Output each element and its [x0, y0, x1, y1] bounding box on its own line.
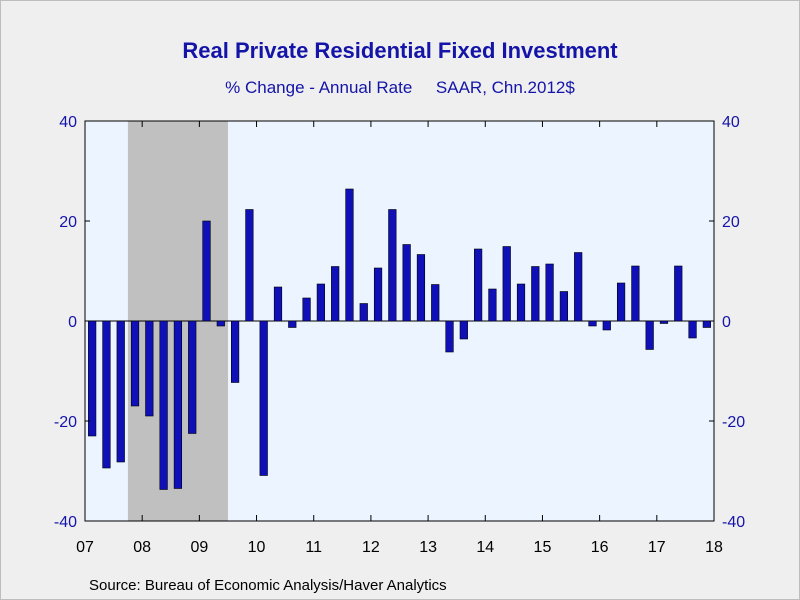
- y-tick-label-right: 20: [722, 214, 740, 231]
- bar: [331, 266, 340, 322]
- x-tick-label: 10: [248, 539, 266, 556]
- bar: [259, 320, 268, 476]
- bar: [645, 320, 654, 350]
- bar: [659, 320, 669, 324]
- bar: [588, 320, 597, 327]
- bar: [388, 209, 397, 322]
- y-tick-label-left: 20: [59, 214, 77, 231]
- bar: [402, 244, 411, 322]
- bar: [602, 320, 611, 331]
- bar: [345, 188, 354, 322]
- x-tick-label: 09: [190, 539, 208, 556]
- bar: [359, 303, 368, 322]
- bar: [559, 291, 568, 322]
- y-tick-label-left: -40: [54, 514, 77, 531]
- x-tick-label: 16: [591, 539, 609, 556]
- bar: [173, 320, 183, 489]
- bar: [616, 282, 626, 322]
- bar: [516, 283, 526, 322]
- bar: [188, 320, 197, 434]
- x-tick-label: 14: [476, 539, 494, 556]
- bar: [702, 320, 711, 328]
- x-tick-label: 11: [305, 539, 322, 556]
- bar: [545, 263, 554, 322]
- bar: [445, 320, 454, 353]
- y-tick-label-left: 0: [68, 314, 77, 331]
- x-tick-label: 15: [534, 539, 552, 556]
- bar: [373, 267, 383, 322]
- bar: [273, 286, 283, 322]
- bar: [159, 320, 168, 490]
- x-tick-label: 12: [362, 539, 380, 556]
- bar: [574, 252, 583, 322]
- bar: [202, 220, 211, 322]
- y-tick-label-left: -20: [54, 414, 77, 431]
- bar: [459, 320, 468, 340]
- y-tick-label-right: 0: [722, 314, 731, 331]
- bar: [102, 320, 111, 469]
- bar: [431, 284, 440, 322]
- bar: [488, 288, 497, 322]
- x-tick-label: 08: [133, 539, 151, 556]
- bar: [216, 320, 225, 327]
- chart-title: Real Private Residential Fixed Investmen…: [182, 38, 618, 63]
- y-tick-label-left: 40: [59, 114, 77, 131]
- chart-subtitle: % Change - Annual Rate SAAR, Chn.2012$: [225, 78, 575, 97]
- bar: [316, 283, 325, 322]
- bar: [688, 320, 697, 339]
- bar: [231, 320, 240, 383]
- bar: [245, 209, 254, 322]
- bar: [130, 320, 140, 407]
- bar: [116, 320, 125, 463]
- y-tick-label-right: 40: [722, 114, 740, 131]
- x-tick-label: 07: [76, 539, 94, 556]
- bar: [416, 254, 426, 322]
- source-note: Source: Bureau of Economic Analysis/Have…: [89, 577, 447, 594]
- bar: [145, 320, 154, 417]
- bar: [88, 320, 97, 437]
- bar: [531, 266, 540, 322]
- x-tick-label: 18: [705, 539, 723, 556]
- bar: [288, 320, 297, 328]
- y-tick-label-right: -20: [722, 414, 745, 431]
- y-tick-label-right: -40: [722, 514, 745, 531]
- bar: [302, 297, 311, 322]
- bar: [674, 265, 683, 322]
- bar: [631, 265, 640, 322]
- x-tick-label: 17: [648, 539, 666, 556]
- bar: [502, 246, 511, 322]
- bar: [474, 248, 483, 322]
- x-tick-label: 13: [419, 539, 437, 556]
